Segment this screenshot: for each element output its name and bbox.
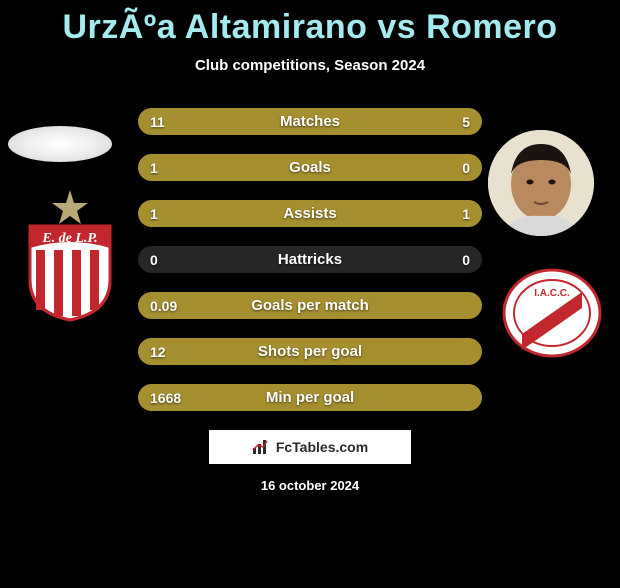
stat-label: Assists [138, 205, 482, 222]
footer-attribution[interactable]: FcTables.com [209, 430, 411, 464]
player-left-avatar [8, 126, 112, 162]
club-badge-right: I.A.C.C. [502, 268, 602, 358]
badge-right-text: I.A.C.C. [534, 288, 570, 299]
stat-label: Goals [138, 159, 482, 176]
stats-table: 115Matches 10Goals 11Assists 00Hattricks 0.0… [138, 108, 482, 411]
stat-row: 1668Min per goal [138, 384, 482, 411]
stat-label: Min per goal [138, 389, 482, 406]
stat-row: 00Hattricks [138, 246, 482, 273]
subtitle: Club competitions, Season 2024 [0, 57, 620, 74]
badge-left-text: E. de L.P. [41, 231, 97, 246]
footer-date: 16 october 2024 [0, 478, 620, 493]
stat-row: 10Goals [138, 154, 482, 181]
stat-label: Goals per match [138, 297, 482, 314]
stat-row: 115Matches [138, 108, 482, 135]
stat-row: 11Assists [138, 200, 482, 227]
footer-label: FcTables.com [276, 439, 368, 455]
chart-icon [252, 438, 270, 456]
page-title: UrzÃºa Altamirano vs Romero [0, 8, 620, 47]
stat-label: Matches [138, 113, 482, 130]
club-badge-left: E. de L.P. [22, 188, 118, 322]
player-right-avatar [488, 130, 594, 236]
stat-row: 0.09Goals per match [138, 292, 482, 319]
stat-label: Shots per goal [138, 343, 482, 360]
stat-label: Hattricks [138, 251, 482, 268]
stat-row: 12Shots per goal [138, 338, 482, 365]
